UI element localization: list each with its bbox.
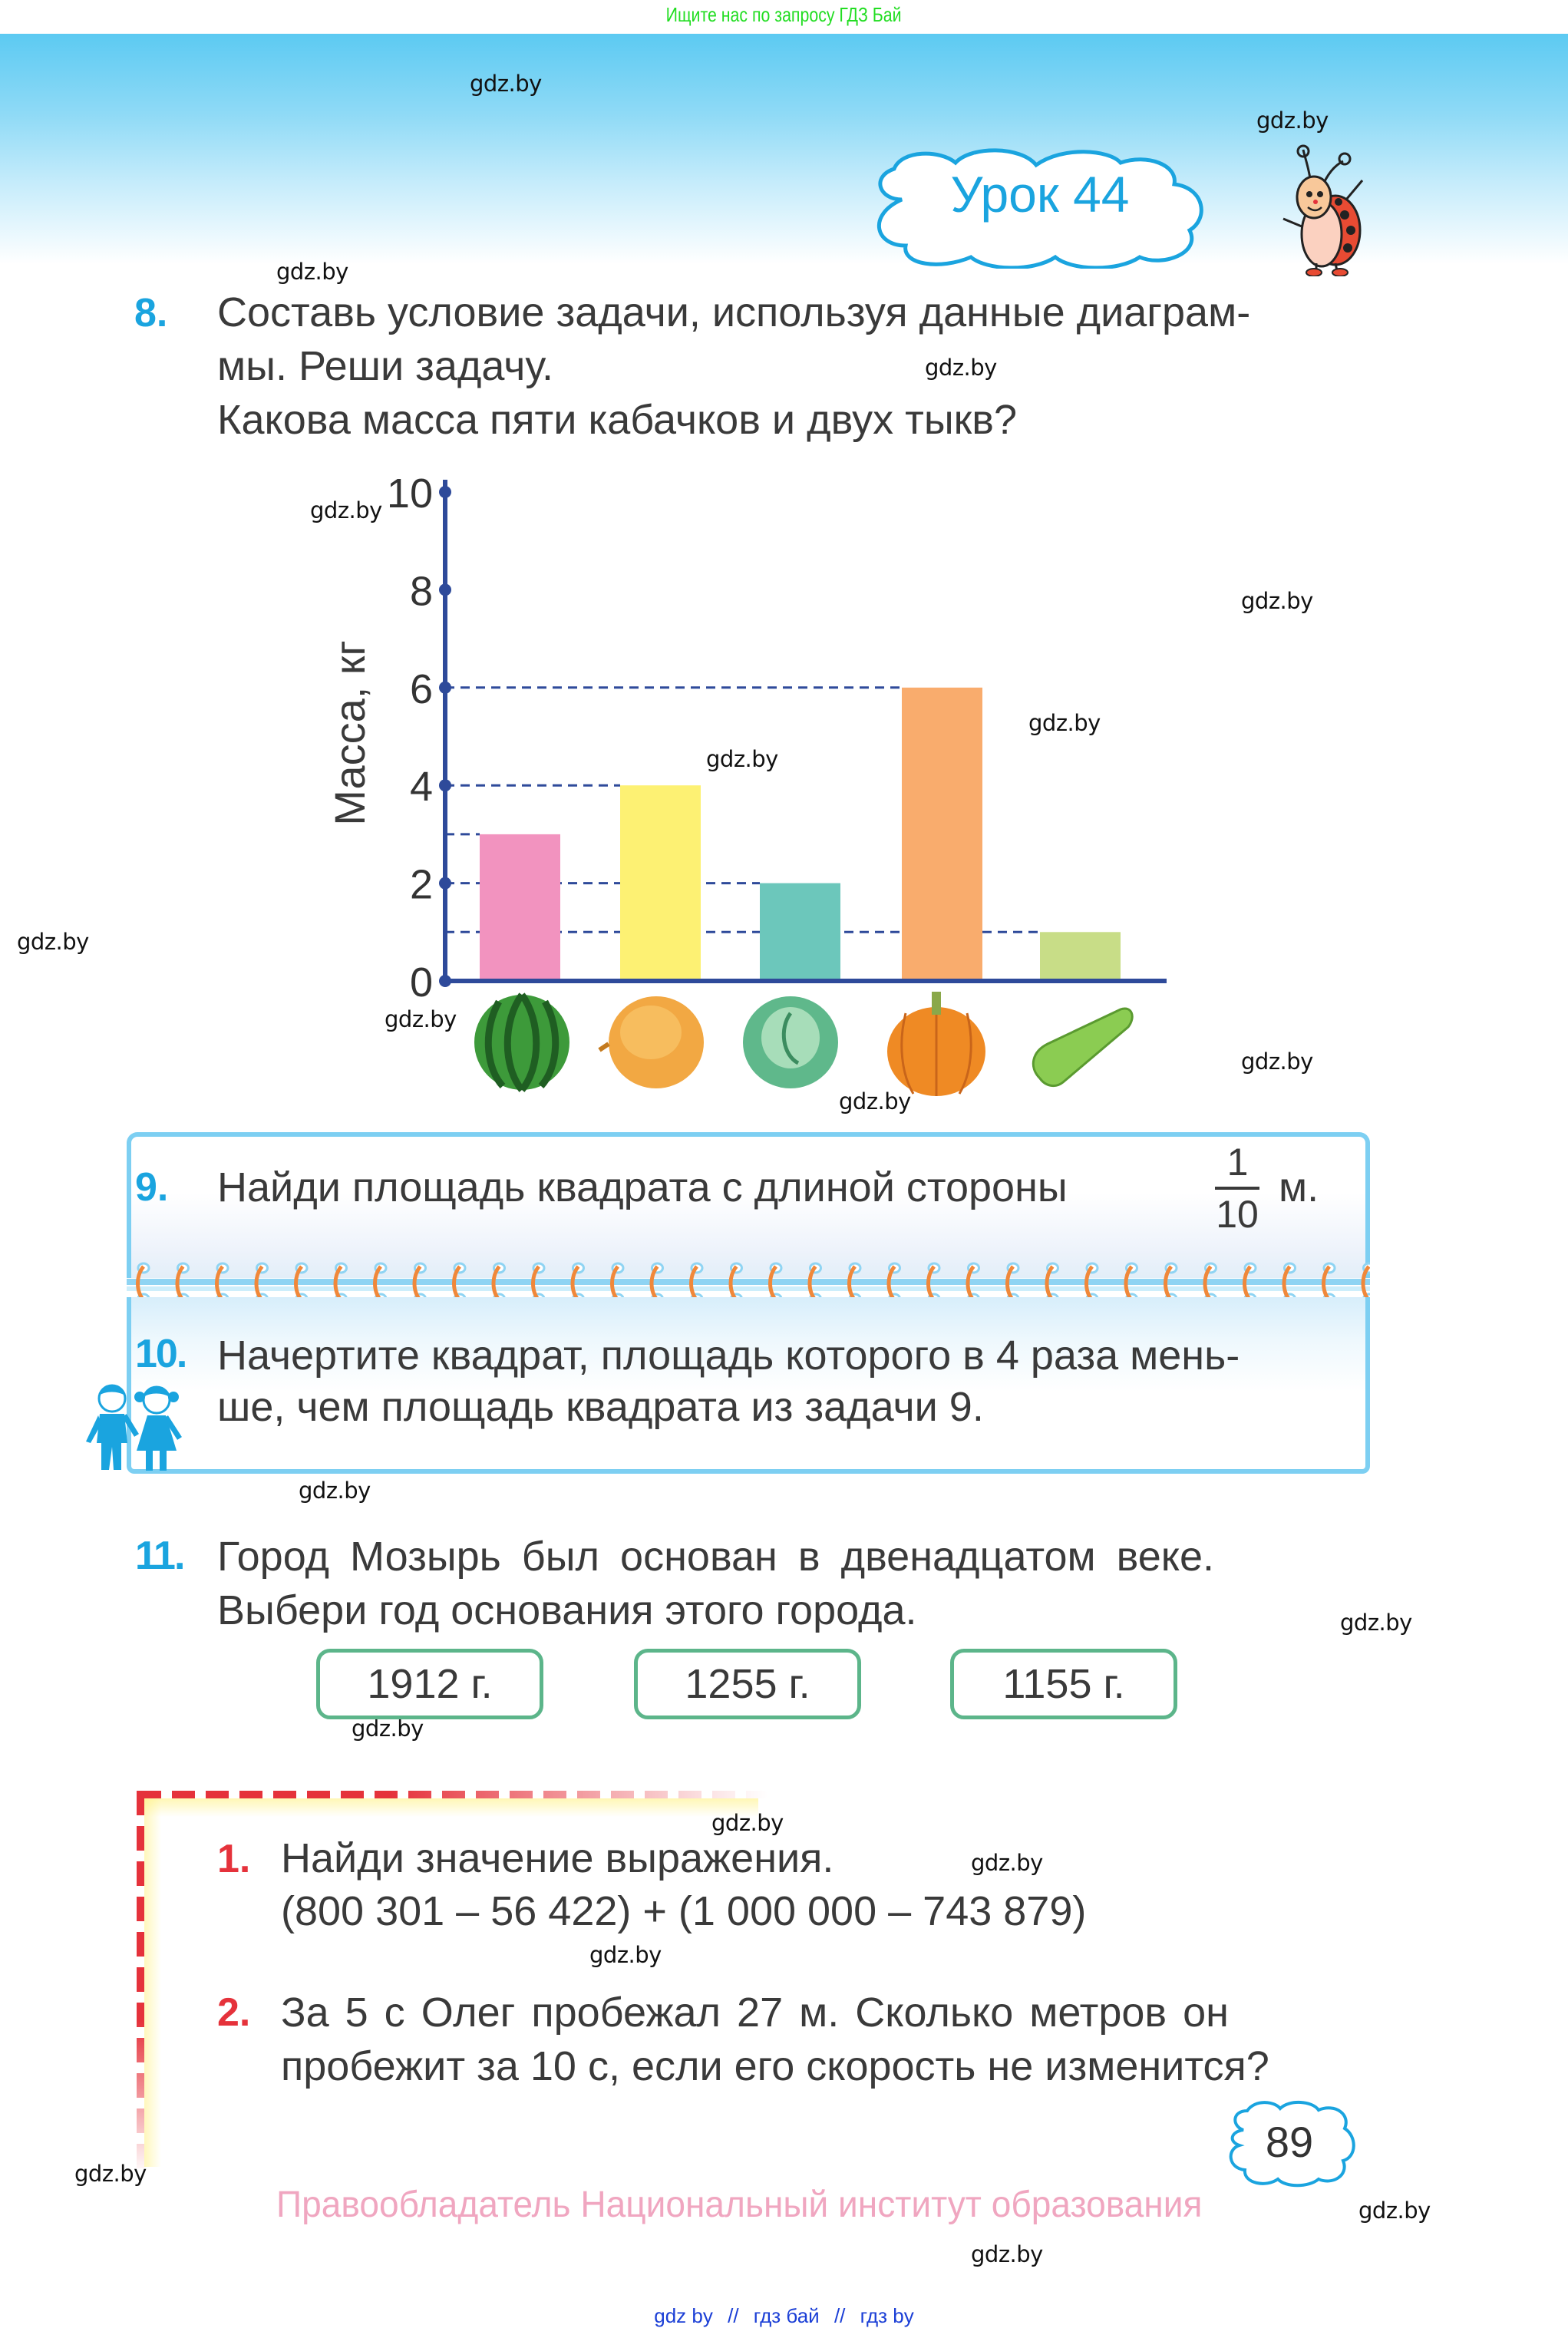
watermark: gdz.by — [1028, 710, 1101, 736]
pumpkin-icon — [887, 992, 985, 1096]
cloud-icon — [877, 148, 1203, 269]
watermark: gdz.by — [839, 1088, 911, 1115]
task-11-line-1: Город Мозырь был основан в двенадцатом в… — [217, 1534, 1214, 1580]
notebook-spiral-binding — [127, 1262, 1370, 1305]
mass-bar-chart: 0 2 4 6 8 10 Масса, кг — [325, 471, 1167, 1096]
watermark: gdz.by — [1241, 588, 1313, 614]
review-frame-glow — [144, 1798, 758, 1817]
watermark: gdz.by — [706, 746, 778, 772]
svg-text:6: 6 — [410, 666, 433, 712]
watermelon-icon — [474, 992, 569, 1092]
watermark: gdz.by — [971, 2241, 1043, 2267]
task-9-number: 9. — [135, 1165, 169, 1210]
task-8-number: 8. — [134, 291, 168, 335]
review-2-number: 2. — [217, 1990, 251, 2035]
watermark: gdz.by — [1256, 107, 1329, 134]
cabbage-icon — [743, 996, 838, 1088]
bar-zucchini — [1040, 932, 1121, 981]
task-9-text: Найди площадь квадрата с длиной стороны — [217, 1164, 1068, 1210]
bar-cabbage — [760, 883, 840, 981]
watermark: gdz.by — [17, 929, 89, 955]
y-axis-label: Масса, кг — [325, 640, 374, 826]
bar-pumpkin — [902, 687, 982, 981]
ladybug-mascot-icon — [1282, 144, 1364, 276]
watermark: gdz.by — [276, 259, 348, 285]
link-gdz-by-cyr[interactable]: гдз by — [860, 2304, 914, 2327]
y-axis-ticks: 0 2 4 6 8 10 — [387, 471, 451, 1006]
watermark: gdz.by — [310, 497, 382, 523]
review-frame-dashed-top — [138, 1791, 767, 1798]
link-gdz-bai[interactable]: гдз бай — [753, 2304, 820, 2327]
lesson-title: Урок 44 — [950, 166, 1130, 223]
watermark: gdz.by — [1340, 1610, 1412, 1636]
watermark: gdz.by — [589, 1942, 662, 1968]
task-11-number: 11. — [135, 1534, 185, 1578]
top-banner-text: Ищите нас по запросу ГДЗ Бай — [666, 3, 902, 26]
fraction-bar — [1215, 1187, 1259, 1190]
review-2-line-1: За 5 с Олег пробежал 27 м. Сколько метро… — [281, 1990, 1229, 2036]
year-option-1255[interactable]: 1255 г. — [634, 1649, 861, 1719]
review-1-number: 1. — [217, 1837, 251, 1881]
svg-text:2: 2 — [410, 862, 433, 908]
task-11-line-2: Выбери год основания этого города. — [217, 1587, 917, 1633]
review-1-expression: (800 301 – 56 422) + (1 000 000 – 743 87… — [281, 1888, 1087, 1934]
watermark: gdz.by — [352, 1716, 424, 1742]
task-10-line-1: Начертите квадрат, площадь которого в 4 … — [217, 1332, 1240, 1379]
svg-text:8: 8 — [410, 568, 433, 614]
task-10-line-2: ше, чем площадь квадрата из задачи 9. — [217, 1384, 984, 1430]
watermark: gdz.by — [971, 1850, 1043, 1876]
watermark: gdz.by — [299, 1478, 371, 1504]
chart-bars — [480, 687, 1121, 981]
watermark: gdz.by — [925, 355, 997, 381]
task-10-card — [127, 1297, 1370, 1474]
fraction-denominator: 10 — [1216, 1193, 1259, 1236]
link-gdz-by[interactable]: gdz by — [654, 2304, 713, 2327]
link-separator: // — [728, 2304, 739, 2327]
zucchini-icon — [1032, 1007, 1134, 1088]
task-8-line-2: мы. Реши задачу. — [217, 343, 553, 389]
bottom-links: gdz by // гдз бай // гдз by — [0, 2304, 1568, 2328]
fraction-numerator: 1 — [1226, 1141, 1249, 1184]
task-8-line-3: Какова масса пяти кабачков и двух тыкв? — [217, 397, 1017, 443]
bar-watermelon — [480, 834, 560, 981]
task-9-unit: м. — [1279, 1164, 1319, 1210]
svg-text:4: 4 — [410, 764, 433, 810]
page-number-cloud-icon — [1229, 2101, 1355, 2188]
melon-icon — [598, 996, 704, 1088]
watermark: gdz.by — [1358, 2198, 1431, 2224]
watermark: gdz.by — [74, 2161, 147, 2187]
review-frame-dashed-left — [137, 1791, 144, 2175]
year-option-1155[interactable]: 1155 г. — [950, 1649, 1177, 1719]
review-frame-glow — [144, 1798, 161, 2167]
top-banner: Ищите нас по запросу ГДЗ Бай — [0, 0, 1568, 34]
svg-text:0: 0 — [410, 959, 433, 1006]
link-separator: // — [834, 2304, 846, 2327]
task-8-line-1: Составь условие задачи, используя данные… — [217, 289, 1251, 335]
task-9-card — [127, 1132, 1370, 1278]
review-1-title: Найди значение выражения. — [281, 1835, 834, 1881]
children-pair-icon — [86, 1384, 182, 1471]
svg-text:10: 10 — [387, 471, 433, 517]
task-10-number: 10. — [135, 1332, 187, 1376]
bar-melon — [620, 785, 701, 981]
watermark: gdz.by — [385, 1006, 457, 1032]
copyright-text: Правообладатель Национальный институт об… — [276, 2184, 1203, 2225]
watermark: gdz.by — [470, 71, 542, 97]
watermark: gdz.by — [1241, 1048, 1313, 1075]
review-2-line-2: пробежит за 10 с, если его скорость не и… — [281, 2043, 1269, 2089]
year-option-1912[interactable]: 1912 г. — [316, 1649, 543, 1719]
page-number: 89 — [1265, 2118, 1314, 2166]
